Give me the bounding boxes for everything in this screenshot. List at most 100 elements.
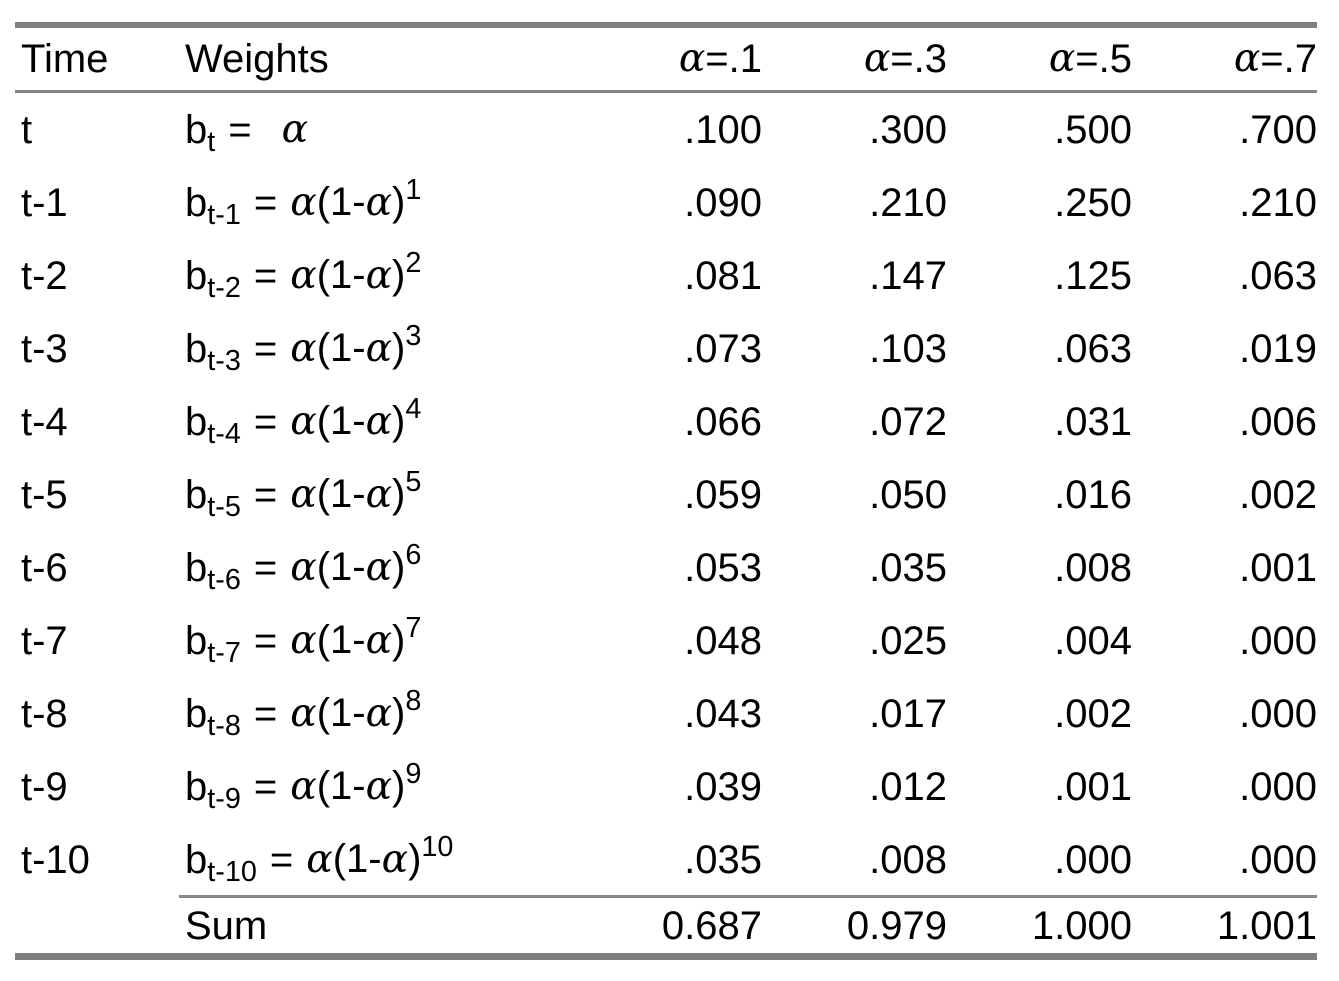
time-cell: t-8 bbox=[21, 691, 68, 736]
sum-value-cell: 0.687 bbox=[577, 894, 762, 955]
time-cell: t-7 bbox=[21, 618, 68, 663]
alpha-symbol: α bbox=[281, 107, 309, 153]
alpha-symbol: α bbox=[290, 180, 317, 226]
weight-symbol: bt-2 bbox=[185, 253, 241, 304]
weight-symbol: bt-1 bbox=[185, 180, 241, 231]
expression-close: ) bbox=[392, 472, 406, 517]
sum-value-cell: 0.979 bbox=[762, 894, 947, 955]
exponent: 3 bbox=[405, 320, 422, 353]
table-row: t-10 bt-10 = α(1-α)10 .035 .008 .000 .00… bbox=[15, 823, 1317, 896]
sum-label: Sum bbox=[179, 894, 577, 955]
time-cell: t bbox=[21, 107, 33, 152]
expression-open: (1- bbox=[316, 472, 366, 517]
equals-sign: = bbox=[269, 837, 294, 882]
weight-formula-cell: bt-9 = α(1-α)9 bbox=[179, 750, 577, 823]
weight-value-cell: .147 bbox=[869, 253, 947, 298]
weight-symbol: bt-8 bbox=[185, 691, 241, 742]
weight-expression: α(1-α)8 bbox=[290, 687, 421, 737]
weight-symbol: bt-5 bbox=[185, 472, 241, 523]
time-column-header: Time bbox=[21, 37, 109, 81]
header-row: Time Weights α =.1 α =.3 α =.5 α =.7 bbox=[15, 28, 1317, 93]
alpha-header-suffix: =.7 bbox=[1260, 37, 1317, 81]
table-row: t-7 bt-7 = α(1-α)7 .048 .025 .004 .000 bbox=[15, 604, 1317, 677]
exponent: 5 bbox=[405, 466, 422, 499]
alpha-symbol: α bbox=[365, 399, 393, 445]
sum-time-cell bbox=[15, 896, 179, 953]
weight-formula-cell: bt-3 = α(1-α)3 bbox=[179, 312, 577, 385]
expression-close: ) bbox=[392, 399, 406, 444]
weight-value-cell: .000 bbox=[1239, 691, 1317, 736]
alpha-header-suffix: =.1 bbox=[705, 37, 762, 81]
alpha-symbol: α bbox=[290, 764, 317, 810]
weight-value-cell: .073 bbox=[684, 326, 762, 371]
weight-expression: α bbox=[282, 109, 308, 149]
exponent: 4 bbox=[405, 393, 422, 426]
weight-value-cell: .059 bbox=[684, 472, 762, 517]
time-cell: t-6 bbox=[21, 545, 68, 590]
weight-expression: α(1-α)2 bbox=[290, 249, 421, 299]
table-row: t-6 bt-6 = α(1-α)6 .053 .035 .008 .001 bbox=[15, 531, 1317, 604]
weight-value-cell: .210 bbox=[869, 180, 947, 225]
alpha-symbol: α bbox=[381, 837, 409, 883]
time-cell: t-9 bbox=[21, 764, 68, 809]
weight-value-cell: .053 bbox=[684, 545, 762, 590]
weight-value-cell: .048 bbox=[684, 618, 762, 663]
alpha-symbol: α bbox=[290, 399, 317, 445]
time-cell: t-4 bbox=[21, 399, 68, 444]
weight-value-cell: .039 bbox=[684, 764, 762, 809]
weight-value-cell: .012 bbox=[869, 764, 947, 809]
exponent: 9 bbox=[405, 758, 422, 791]
weight-formula-cell: bt-6 = α(1-α)6 bbox=[179, 531, 577, 604]
weight-value-cell: .090 bbox=[684, 180, 762, 225]
weights-table: Time Weights α =.1 α =.3 α =.5 α =.7 t bt = α .… bbox=[15, 22, 1317, 960]
weight-value-cell: .001 bbox=[1239, 545, 1317, 590]
weight-value-cell: .008 bbox=[1054, 545, 1132, 590]
weight-value-cell: .016 bbox=[1054, 472, 1132, 517]
equals-sign: = bbox=[253, 691, 278, 736]
weight-value-cell: .072 bbox=[869, 399, 947, 444]
expression-close: ) bbox=[392, 326, 406, 371]
weight-formula-cell: bt-4 = α(1-α)4 bbox=[179, 385, 577, 458]
alpha-symbol: α bbox=[1233, 36, 1261, 82]
alpha-symbol: α bbox=[365, 472, 393, 518]
time-cell: t-3 bbox=[21, 326, 68, 371]
weight-value-cell: .103 bbox=[869, 326, 947, 371]
time-cell: t-10 bbox=[21, 837, 90, 882]
alpha-symbol: α bbox=[1048, 36, 1076, 82]
weight-formula-cell: bt-1 = α(1-α)1 bbox=[179, 166, 577, 239]
weight-expression: α(1-α)7 bbox=[290, 614, 421, 660]
expression-close: ) bbox=[392, 545, 406, 590]
table-body: t bt = α .100 .300 .500 .700 t-1 bt-1 = … bbox=[15, 93, 1317, 896]
weight-value-cell: .006 bbox=[1239, 399, 1317, 444]
expression-open: (1- bbox=[316, 545, 366, 590]
weight-expression: α(1-α)5 bbox=[290, 468, 421, 518]
alpha-column-header: α =.7 bbox=[1132, 28, 1317, 90]
exponent: 6 bbox=[405, 539, 422, 572]
weight-value-cell: .025 bbox=[869, 618, 947, 663]
table-row: t-2 bt-2 = α(1-α)2 .081 .147 .125 .063 bbox=[15, 239, 1317, 312]
table-row: t-4 bt-4 = α(1-α)4 .066 .072 .031 .006 bbox=[15, 385, 1317, 458]
weight-value-cell: .063 bbox=[1054, 326, 1132, 371]
weight-value-cell: .019 bbox=[1239, 326, 1317, 371]
weight-formula-cell: bt-2 = α(1-α)2 bbox=[179, 239, 577, 312]
weight-symbol: bt-10 bbox=[185, 837, 257, 888]
alpha-symbol: α bbox=[678, 36, 706, 82]
table-row: t-5 bt-5 = α(1-α)5 .059 .050 .016 .002 bbox=[15, 458, 1317, 531]
weight-expression: α(1-α)10 bbox=[306, 833, 453, 883]
alpha-column-header: α =.1 bbox=[577, 28, 762, 90]
weight-value-cell: .000 bbox=[1239, 618, 1317, 663]
expression-open: (1- bbox=[332, 837, 382, 882]
exponent: 8 bbox=[405, 685, 422, 718]
weight-value-cell: .002 bbox=[1054, 691, 1132, 736]
weight-expression: α(1-α)1 bbox=[290, 176, 421, 226]
equals-sign: = bbox=[228, 107, 252, 152]
weight-expression: α(1-α)3 bbox=[290, 322, 421, 371]
alpha-symbol: α bbox=[365, 253, 393, 299]
alpha-symbol: α bbox=[290, 253, 317, 299]
expression-open: (1- bbox=[316, 764, 366, 809]
weight-value-cell: .000 bbox=[1239, 764, 1317, 809]
alpha-symbol: α bbox=[365, 691, 393, 737]
weight-value-cell: .300 bbox=[869, 107, 947, 152]
sum-value-cell: 1.000 bbox=[947, 894, 1132, 955]
weight-value-cell: .050 bbox=[869, 472, 947, 517]
